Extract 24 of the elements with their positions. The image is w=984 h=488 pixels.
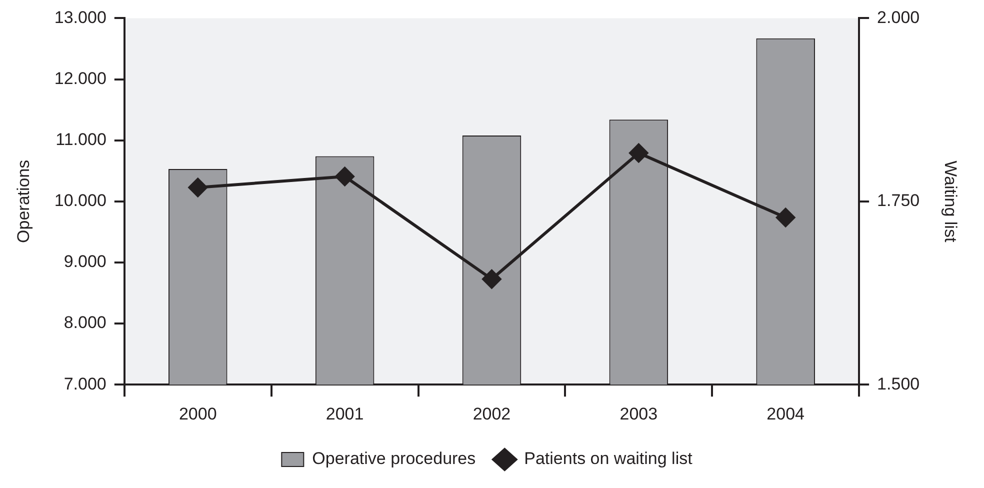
y2-tick-label: 2.000 bbox=[877, 8, 920, 27]
y-tick-label: 9.000 bbox=[64, 252, 106, 272]
y-tick-label: 7.000 bbox=[64, 374, 106, 394]
point bbox=[482, 270, 502, 289]
point bbox=[629, 144, 648, 163]
point bbox=[188, 178, 208, 197]
y-tick-label: 12.000 bbox=[54, 68, 106, 88]
x-tick-label: 2003 bbox=[620, 404, 658, 424]
y-tick-label: 10.000 bbox=[54, 191, 106, 210]
x-tick-label: 2004 bbox=[766, 404, 805, 424]
legend-label: Operative procedures bbox=[312, 449, 476, 468]
y-tick-label: 11.000 bbox=[56, 130, 106, 150]
y-axis-title: Operations bbox=[14, 160, 33, 243]
x-tick-label: 2000 bbox=[178, 404, 217, 424]
x-tick-label: 2001 bbox=[326, 404, 364, 424]
y2-axis-title: Waiting list bbox=[941, 160, 960, 242]
y2-tick-label: 1.500 bbox=[877, 374, 920, 394]
x-tick-label: 2002 bbox=[472, 404, 511, 424]
y2-tick-label: 1.750 bbox=[877, 191, 920, 210]
point bbox=[776, 208, 796, 228]
legend-label: Patients on waiting list bbox=[524, 449, 693, 468]
point bbox=[335, 166, 354, 186]
y-tick-label: 13.000 bbox=[54, 8, 106, 27]
y-tick-label: 8.000 bbox=[64, 313, 106, 332]
